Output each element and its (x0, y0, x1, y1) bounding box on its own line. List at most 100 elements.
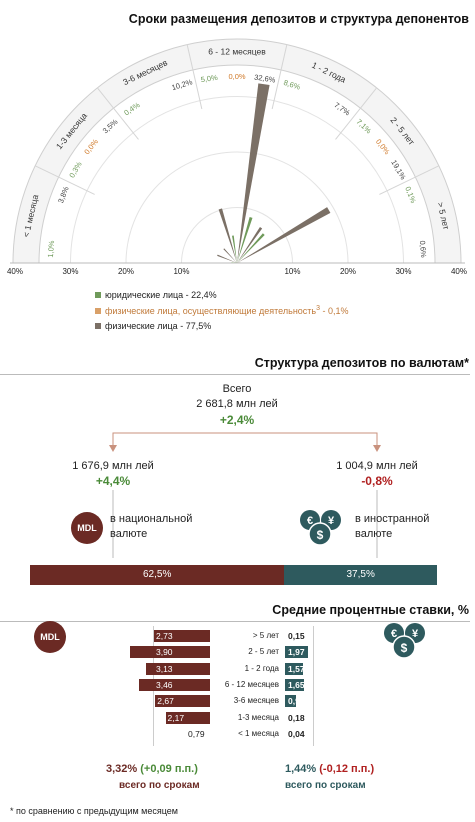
rate-term-label: 1-3 месяца (237, 712, 279, 722)
mdl-rate-bar: 2,67 (155, 695, 210, 708)
mdl-coin-icon: MDL (71, 512, 103, 544)
foreign-share-segment: 37,5% (284, 565, 437, 585)
wedge-individuals (237, 83, 270, 263)
national-share-label: 62,5% (143, 569, 172, 580)
radial-chart-title: Сроки размещения депозитов и структура д… (128, 12, 469, 26)
rates-mdl-coin-icon: MDL (34, 621, 66, 653)
mdl-rate-value: 2,73 (156, 631, 173, 641)
fx-rate-value: 0,18 (288, 712, 305, 723)
rates-mdl-coin-label: MDL (40, 632, 60, 642)
fx-rate-value: 0,15 (288, 631, 305, 641)
mdl-rate-value: 2,67 (157, 696, 174, 707)
mdl-rate-bar: 3,90 (130, 646, 210, 659)
svg-text:$: $ (317, 528, 324, 542)
rates-fx-coins-icon: € ¥ $ (384, 623, 425, 659)
svg-text:€: € (307, 515, 313, 527)
scale-label: 30% (62, 267, 78, 276)
value-label-legal: 5,0% (200, 73, 219, 84)
sector-divider (96, 87, 139, 140)
scale-label: 30% (395, 267, 411, 276)
wedge-individuals (237, 226, 263, 263)
mdl-total-change: (+0,09 п.п.) (140, 763, 198, 775)
foreign-change: -0,8% (361, 474, 393, 488)
wedge-individuals (223, 248, 237, 263)
national-share-segment: 62,5% (30, 565, 285, 585)
wedge-legal (237, 216, 253, 263)
mdl-rate-bar: 3,13 (145, 662, 210, 675)
fx-rate-value: 1,57 (288, 663, 305, 674)
scale-label: 10% (173, 267, 189, 276)
fx-rate-value: 0,04 (288, 728, 305, 739)
fx-rate-bar: 0,93 (285, 695, 305, 708)
legend-entrepreneurs-label: физические лица, осуществляющие деятельн… (105, 306, 317, 316)
legend-entrepreneurs: физические лица, осуществляющие деятельн… (95, 305, 349, 316)
value-label-individuals: 32,6% (254, 73, 277, 85)
foreign-share-label: 37,5% (346, 569, 375, 580)
rate-term-label: < 1 месяца (238, 728, 279, 738)
term-label: 6 - 12 месяцев (208, 46, 266, 56)
wedge-legal (235, 261, 237, 263)
total-label: Всего (222, 383, 252, 395)
wedge-legal (235, 262, 237, 263)
scale-label: 40% (7, 267, 23, 276)
rate-term-label: 6 - 12 месяцев (224, 679, 279, 689)
mdl-total-label: всего по срокам (119, 780, 200, 791)
wedge-individuals (217, 254, 237, 263)
rate-term-label: > 5 лет (252, 631, 279, 640)
legend-individuals-label: физические лица - 77,5% (105, 321, 212, 331)
svg-text:¥: ¥ (412, 628, 419, 640)
footnote: * по сравнению с предыдущим месяцем (10, 806, 178, 816)
legend-legal-swatch (95, 292, 101, 298)
legend-entrepreneurs-swatch (95, 308, 101, 314)
fx-axis (313, 626, 314, 747)
wedge-individuals (237, 207, 331, 263)
national-change: +4,4% (95, 474, 131, 488)
scale-label: 10% (284, 267, 300, 276)
mdl-rate-value: 0,79 (188, 728, 205, 739)
fx-rate-value: 1,65 (288, 679, 305, 690)
mdl-rate-bar: 2,17 (165, 711, 210, 724)
rate-term-label: 2 - 5 лет (248, 647, 279, 657)
fx-rate-bar: 0,18 (285, 712, 305, 724)
sector-divider (186, 44, 203, 110)
fx-rate-bar: 0,15 (285, 630, 305, 642)
wedge-legal (237, 233, 265, 263)
mdl-rate-value: 3,46 (155, 679, 173, 690)
rate-term-label: 3-6 месяцев (233, 696, 279, 706)
scale-label: 20% (340, 267, 356, 276)
value-label-entrepreneurs: 0,0% (228, 72, 245, 81)
mdl-total-line: 3,32% (+0,09 п.п.) (106, 763, 198, 775)
value-label-legal: 1,0% (46, 240, 56, 258)
mdl-rate-bar: 2,73 (154, 630, 210, 642)
wedge-legal (232, 235, 237, 263)
mdl-rate-value: 3,13 (155, 663, 173, 674)
currency-connector (109, 432, 381, 558)
fx-rate-value: 0,93 (288, 696, 305, 707)
wedge-individuals (218, 208, 237, 263)
fx-rate-bar: 1,57 (285, 662, 305, 675)
rate-term-label: 1 - 2 года (244, 663, 279, 673)
national-value: 1 676,9 млн лей (72, 460, 154, 472)
legend-individuals-swatch (95, 323, 101, 329)
legend-legal: юридические лица - 22,4% (95, 290, 217, 300)
legend-individuals: физические лица - 77,5% (95, 321, 211, 331)
sector-divider (379, 165, 440, 195)
rates-divider (0, 621, 470, 622)
fx-rate-value: 1,97 (288, 647, 305, 658)
legend-entrepreneurs-value: - 0,1% (320, 306, 349, 316)
currency-divider (0, 374, 470, 375)
national-label: в национальной валюте (110, 513, 193, 540)
legend-entrepreneurs-sup: 3 (316, 305, 321, 312)
fx-total: 1,44% (285, 763, 317, 775)
legend-legal-label: юридические лица - 22,4% (105, 290, 217, 300)
mdl-total: 3,32% (106, 763, 138, 775)
sector-divider (34, 165, 95, 195)
svg-text:€: € (391, 628, 397, 640)
fx-rate-bar: 1,97 (285, 646, 308, 659)
fx-total-line: 1,44% (-0,12 п.п.) (285, 763, 374, 775)
total-value: 2 681,8 млн лей (196, 398, 278, 410)
rates-title: Средние процентные ставки, % (272, 603, 469, 617)
fx-total-label: всего по срокам (285, 780, 366, 791)
foreign-value: 1 004,9 млн лей (336, 460, 418, 472)
